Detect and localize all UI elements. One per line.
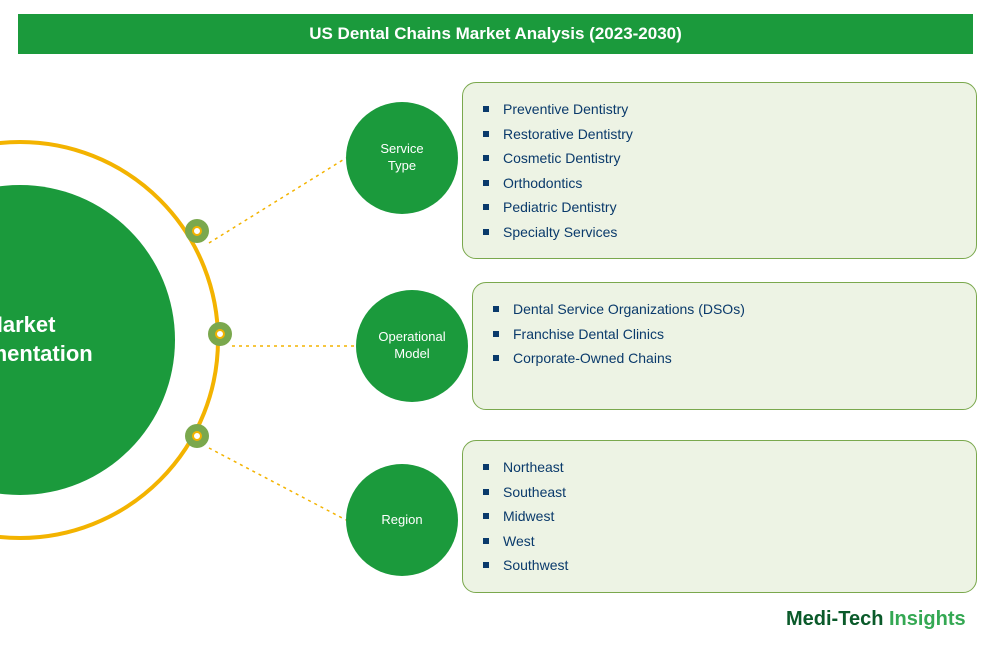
list-item: Southeast: [483, 480, 956, 505]
seg-circle-region: Region: [346, 464, 458, 576]
seg-circle-service-type: Service Type: [346, 102, 458, 214]
node-ring-1: [208, 322, 232, 346]
main-circle-label: Market Segmentation: [0, 311, 93, 368]
header-title: US Dental Chains Market Analysis (2023-2…: [309, 24, 682, 44]
node-ring-inner-0: [192, 226, 202, 236]
list-service-type: Preventive Dentistry Restorative Dentist…: [483, 97, 956, 244]
list-operational-model: Dental Service Organizations (DSOs) Fran…: [493, 297, 956, 371]
list-item: Specialty Services: [483, 220, 956, 245]
node-ring-2: [185, 424, 209, 448]
panel-service-type: Preventive Dentistry Restorative Dentist…: [462, 82, 977, 259]
main-circle-label-l2: Segmentation: [0, 340, 93, 369]
connector-0: [209, 158, 346, 243]
seg-label-region-l1: Region: [381, 512, 422, 529]
list-item: Corporate-Owned Chains: [493, 346, 956, 371]
main-circle-label-l1: Market: [0, 311, 93, 340]
list-item: Southwest: [483, 553, 956, 578]
brand-logo: Medi-Tech Insights: [786, 608, 966, 631]
seg-label-op-l2: Model: [378, 346, 445, 363]
panel-operational-model: Dental Service Organizations (DSOs) Fran…: [472, 282, 977, 410]
list-item: Preventive Dentistry: [483, 97, 956, 122]
seg-circle-operational-model: Operational Model: [356, 290, 468, 402]
list-item: West: [483, 529, 956, 554]
list-item: Restorative Dentistry: [483, 122, 956, 147]
list-item: Midwest: [483, 504, 956, 529]
list-item: Orthodontics: [483, 171, 956, 196]
connector-2: [209, 448, 346, 520]
node-ring-0: [185, 219, 209, 243]
list-item: Cosmetic Dentistry: [483, 146, 956, 171]
seg-label-service-type-l2: Type: [380, 158, 423, 175]
list-item: Dental Service Organizations (DSOs): [493, 297, 956, 322]
list-item: Franchise Dental Clinics: [493, 322, 956, 347]
seg-label-op-l1: Operational: [378, 329, 445, 346]
seg-label-service-type-l1: Service: [380, 141, 423, 158]
brand-dark: Medi-Tech: [786, 608, 889, 630]
list-item: Northeast: [483, 455, 956, 480]
node-ring-inner-2: [192, 431, 202, 441]
list-region: Northeast Southeast Midwest West Southwe…: [483, 455, 956, 578]
node-ring-inner-1: [215, 329, 225, 339]
header-bar: US Dental Chains Market Analysis (2023-2…: [18, 14, 973, 54]
panel-region: Northeast Southeast Midwest West Southwe…: [462, 440, 977, 593]
brand-light: Insights: [889, 608, 966, 630]
list-item: Pediatric Dentistry: [483, 195, 956, 220]
